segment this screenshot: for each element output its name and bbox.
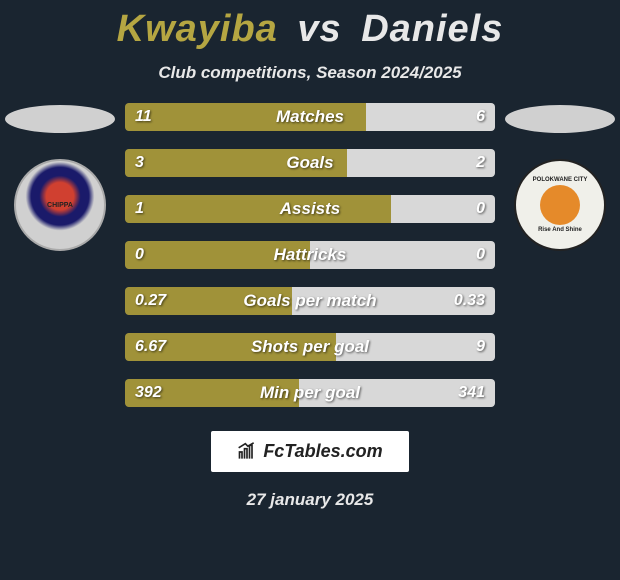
bar-left-fill [125, 195, 391, 223]
stat-value-left: 0.27 [135, 292, 166, 310]
stat-label: Matches [276, 107, 344, 127]
stat-label: Assists [280, 199, 340, 219]
stat-label: Shots per goal [251, 337, 369, 357]
right-crest: POLOKWANE CITY Rise And Shine [514, 159, 606, 251]
stat-value-left: 6.67 [135, 338, 166, 356]
stat-bars: Matches 11 6 Goals 3 2 Assists 1 0 Hattricks 0 0 Goa… [125, 103, 495, 407]
left-crest: CHIPPA [14, 159, 106, 251]
stat-label: Goals per match [243, 291, 376, 311]
right-crest-inner-icon [540, 185, 580, 225]
right-crest-text-top: POLOKWANE CITY [533, 177, 588, 183]
brand-box: FcTables.com [211, 431, 408, 472]
chart-icon [237, 442, 257, 462]
stat-row: Goals 3 2 [125, 149, 495, 177]
brand-logo: FcTables.com [237, 441, 382, 462]
right-team-column: POLOKWANE CITY Rise And Shine [500, 103, 620, 251]
bar-right-fill [347, 149, 495, 177]
right-crest-text-bottom: Rise And Shine [538, 227, 582, 233]
stat-value-left: 11 [135, 108, 152, 126]
stat-value-right: 0 [476, 200, 485, 218]
stat-value-right: 0.33 [454, 292, 485, 310]
brand-text: FcTables.com [263, 441, 382, 462]
header: Kwayiba vs Daniels Club competitions, Se… [0, 0, 620, 83]
stat-row: Assists 1 0 [125, 195, 495, 223]
left-team-column: CHIPPA [0, 103, 120, 251]
footer: FcTables.com 27 january 2025 [0, 431, 620, 510]
stat-row: Goals per match 0.27 0.33 [125, 287, 495, 315]
stat-value-right: 0 [476, 246, 485, 264]
stat-row: Matches 11 6 [125, 103, 495, 131]
stat-value-right: 2 [476, 154, 485, 172]
date-text: 27 january 2025 [0, 490, 620, 510]
stat-label: Goals [286, 153, 333, 173]
stat-value-left: 392 [135, 384, 162, 402]
stat-label: Hattricks [274, 245, 347, 265]
stat-value-left: 3 [135, 154, 144, 172]
player1-name: Kwayiba [117, 8, 278, 50]
stat-value-left: 0 [135, 246, 144, 264]
title: Kwayiba vs Daniels [0, 8, 620, 51]
stat-value-right: 9 [476, 338, 485, 356]
stat-label: Min per goal [260, 383, 360, 403]
stat-value-left: 1 [135, 200, 144, 218]
stat-value-right: 6 [476, 108, 485, 126]
player2-name: Daniels [361, 8, 503, 50]
stat-row: Min per goal 392 341 [125, 379, 495, 407]
subtitle: Club competitions, Season 2024/2025 [0, 63, 620, 83]
content: CHIPPA POLOKWANE CITY Rise And Shine Mat… [0, 103, 620, 407]
vs-text: vs [297, 8, 341, 50]
stat-row: Hattricks 0 0 [125, 241, 495, 269]
stat-row: Shots per goal 6.67 9 [125, 333, 495, 361]
left-oval [5, 105, 115, 133]
right-oval [505, 105, 615, 133]
stat-value-right: 341 [458, 384, 485, 402]
left-crest-text: CHIPPA [47, 202, 73, 209]
